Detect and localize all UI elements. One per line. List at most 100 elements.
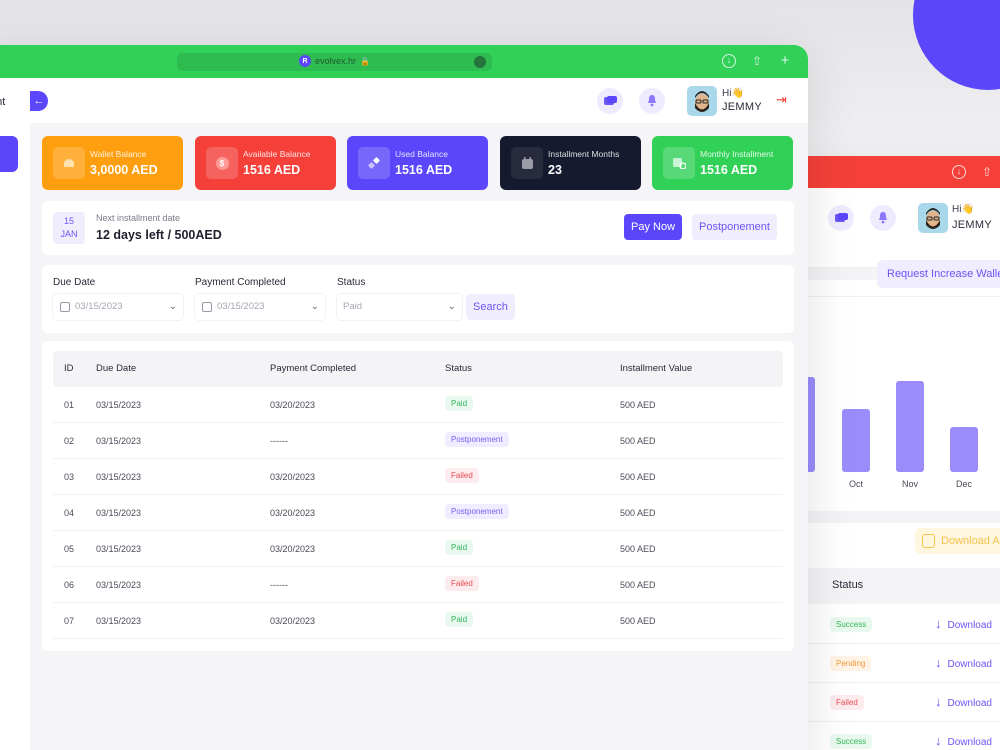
bell-icon[interactable] [639, 88, 665, 114]
download-label: Download [947, 698, 992, 709]
cell-id: 03 [64, 472, 75, 482]
cell-id: 02 [64, 436, 75, 446]
download-label: Download [947, 659, 992, 670]
secondary-topbar: Hi👋 JEMMY [790, 188, 1000, 268]
cell-payment-completed: 03/20/2023 [270, 508, 316, 518]
cell-installment-value: 500 AED [620, 472, 656, 482]
table-row[interactable]: 06 03/15/2023 ------ Failed 500 AED [53, 567, 783, 603]
download-label: Download [947, 737, 992, 748]
arrow-down-icon: ↓ [935, 655, 942, 670]
transfer-icon [358, 147, 390, 179]
postponement-button[interactable]: Postponement [692, 214, 777, 240]
address-bar[interactable]: R evolvex.hr 🔒 [177, 53, 492, 71]
stat-label: Used Balance [395, 149, 448, 159]
chat-icon[interactable] [828, 205, 854, 231]
download-link[interactable]: ↓ Download [935, 655, 992, 670]
next-installment-panel: 15 JAN Next installment date 12 days lef… [42, 201, 794, 255]
column-header-id: ID [64, 363, 74, 374]
sidebar: ent [0, 78, 30, 750]
cell-due-date: 03/15/2023 [96, 544, 142, 554]
download-icon[interactable]: ↓ [952, 165, 966, 179]
sidebar-active-item[interactable] [0, 136, 18, 172]
table-row[interactable]: 02 03/15/2023 ------ Postponement 500 AE… [53, 423, 783, 459]
column-header-due-date: Due Date [96, 363, 137, 374]
filter-panel: Due Date 03/15/2023 ⌄ Payment Completed … [42, 265, 794, 333]
chevron-down-icon: ⌄ [310, 301, 319, 312]
calendar-icon [60, 302, 70, 312]
table-row: Success ↓ Download [790, 605, 1000, 644]
stat-label: Monthly Installment [700, 149, 774, 159]
cell-payment-completed: 03/20/2023 [270, 544, 316, 554]
installments-table: ID Due Date Payment Completed Status Ins… [42, 341, 794, 651]
sidebar-item-label[interactable]: ent [0, 96, 6, 108]
status-badge: Success [830, 734, 873, 749]
logout-icon[interactable]: ⇥ [776, 92, 787, 107]
status-badge: Postponement [445, 504, 509, 519]
column-header-installment-value: Installment Value [620, 363, 693, 374]
payment-completed-picker[interactable]: 03/15/2023 ⌄ [195, 294, 325, 320]
cell-due-date: 03/15/2023 [96, 436, 142, 446]
status-badge: Postponement [445, 432, 509, 447]
collapse-sidebar-button[interactable]: ← [30, 91, 48, 111]
secondary-table-header: Status [790, 568, 1000, 604]
wallet-icon [53, 147, 85, 179]
next-installment-value: 12 days left / 500AED [96, 228, 222, 242]
user-name: JEMMY [952, 219, 992, 231]
share-icon[interactable]: ⇧ [981, 165, 993, 179]
table-row[interactable]: 04 03/15/2023 03/20/2023 Postponement 50… [53, 495, 783, 531]
status-select[interactable]: Paid ⌄ [337, 294, 462, 320]
bell-icon[interactable] [870, 205, 896, 231]
avatar[interactable] [687, 86, 717, 116]
stat-card-monthly-installment: Monthly Installment 1516 AED [652, 136, 793, 190]
due-date-picker[interactable]: 03/15/2023 ⌄ [53, 294, 183, 320]
share-icon[interactable]: ⇧ [751, 54, 763, 68]
chat-icon[interactable] [597, 88, 623, 114]
cell-payment-completed: 03/20/2023 [270, 472, 316, 482]
cell-due-date: 03/15/2023 [96, 616, 142, 626]
table-row: Success ↓ Download [790, 722, 1000, 750]
status-badge: Paid [445, 612, 474, 627]
table-row[interactable]: 01 03/15/2023 03/20/2023 Paid 500 AED [53, 387, 783, 423]
table-row: Failed ↓ Download [790, 683, 1000, 722]
cell-id: 06 [64, 580, 75, 590]
table-row[interactable]: 03 03/15/2023 03/20/2023 Failed 500 AED [53, 459, 783, 495]
download-link[interactable]: ↓ Download [935, 733, 992, 748]
arrow-down-icon: ↓ [935, 616, 942, 631]
cell-installment-value: 500 AED [620, 580, 656, 590]
arrow-down-icon: ↓ [935, 694, 942, 709]
cell-due-date: 03/15/2023 [96, 400, 142, 410]
stat-value: 1516 AED [243, 163, 301, 177]
new-tab-icon[interactable]: + [780, 52, 790, 69]
chart-bar-nov [896, 381, 924, 472]
site-favicon: R [299, 55, 311, 67]
request-increase-wallet-button[interactable]: Request Increase Walle [877, 260, 1000, 288]
download-link[interactable]: ↓ Download [935, 616, 992, 631]
stat-label: Installment Months [548, 149, 620, 159]
cell-due-date: 03/15/2023 [96, 508, 142, 518]
cell-payment-completed: ------ [270, 436, 288, 446]
column-header-status: Status [445, 363, 472, 374]
status-badge: Failed [445, 468, 479, 483]
pay-now-button[interactable]: Pay Now [624, 214, 683, 240]
more-options-icon[interactable] [474, 56, 486, 68]
table-row[interactable]: 07 03/15/2023 03/20/2023 Paid 500 AED [53, 603, 783, 639]
search-button[interactable]: Search [466, 294, 515, 320]
status-value: Paid [343, 301, 363, 312]
table-row[interactable]: 05 03/15/2023 03/20/2023 Paid 500 AED [53, 531, 783, 567]
cell-id: 07 [64, 616, 75, 626]
stat-value: 1516 AED [700, 163, 758, 177]
main-window: R evolvex.hr 🔒 ↓ ⇧ + ent ← Hi👋 [0, 45, 808, 750]
download-link[interactable]: ↓ Download [935, 694, 992, 709]
cell-payment-completed: ------ [270, 580, 288, 590]
stat-label: Available Balance [243, 149, 311, 159]
cell-due-date: 03/15/2023 [96, 472, 142, 482]
cell-installment-value: 500 AED [620, 400, 656, 410]
calendar-icon [202, 302, 212, 312]
main-content: Wallet Balance 3,0000 AED $ Available Ba… [30, 123, 808, 750]
avatar[interactable] [918, 203, 948, 233]
download-icon[interactable]: ↓ [722, 54, 736, 68]
column-header-payment-completed: Payment Completed [270, 363, 357, 374]
download-all-button[interactable]: Download A [915, 528, 1000, 554]
monthly-bar-chart: Oct Nov Dec [790, 296, 1000, 496]
payment-completed-label: Payment Completed [195, 277, 286, 288]
